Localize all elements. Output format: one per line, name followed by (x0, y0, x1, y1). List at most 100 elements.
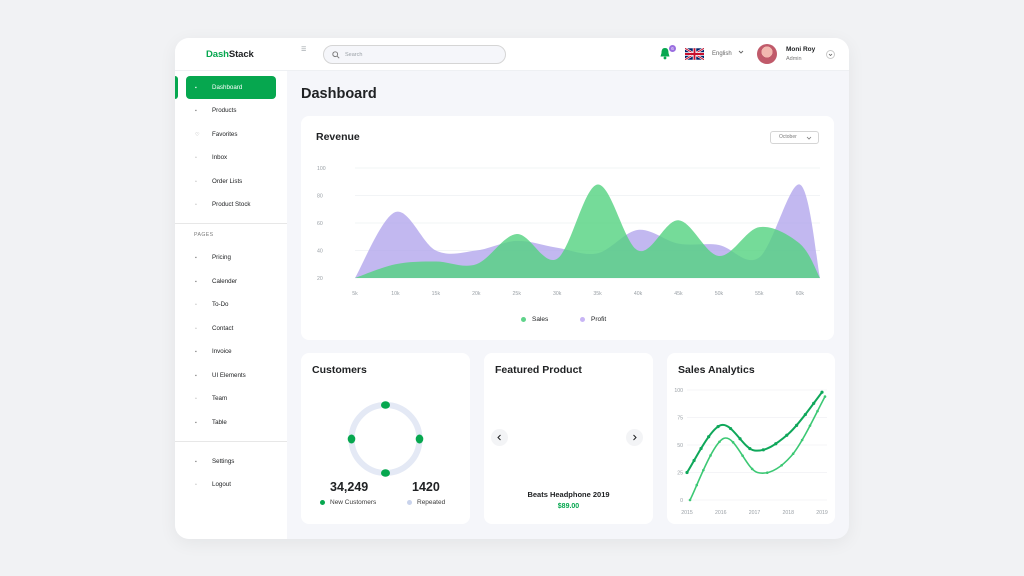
sidebar-divider (175, 223, 287, 224)
new-customers-dot (320, 500, 325, 505)
featured-product-card: Featured Product Beats Headphone 2019 $8… (484, 353, 653, 524)
next-product-button[interactable] (626, 429, 643, 446)
y-tick-label: 80 (317, 194, 323, 200)
sidebar-item-contact[interactable]: ▫ Contact (186, 317, 276, 340)
notification-badge: 6 (669, 45, 676, 52)
y-tick-label: 50 (677, 443, 683, 449)
grid-icon: ▪ (195, 84, 197, 91)
x-tick-label: 20k (472, 291, 481, 297)
sidebar-item-label: Logout (212, 481, 231, 488)
notification-bell[interactable]: 6 (659, 45, 676, 61)
app-logo[interactable]: DashStack (206, 49, 254, 60)
analytics-data-point (685, 470, 689, 475)
y-tick-label: 20 (317, 276, 323, 282)
sidebar-item-logout[interactable]: ▫ Logout (186, 473, 276, 496)
x-tick-label: 45k (674, 291, 683, 297)
user-menu-button[interactable] (826, 50, 835, 59)
legend-sales: Sales (521, 316, 548, 323)
analytics-data-point (707, 435, 711, 439)
analytics-data-point (791, 452, 795, 455)
sidebar-item-calender[interactable]: ▪ Calender (186, 270, 276, 293)
legend-profit-label: Profit (591, 316, 607, 323)
analytics-data-point (816, 409, 819, 413)
user-role: Admin (786, 56, 802, 62)
chevron-down-icon[interactable] (738, 49, 744, 55)
search-bar[interactable] (323, 45, 506, 64)
customers-title: Customers (312, 364, 367, 376)
sidebar-item-label: UI Elements (212, 372, 246, 379)
x-tick-label: 2015 (681, 510, 693, 516)
x-tick-label: 60k (796, 291, 805, 297)
sidebar-item-settings[interactable]: ▪ Settings (186, 450, 276, 473)
analytics-title: Sales Analytics (678, 364, 755, 376)
chevron-down-icon (828, 53, 833, 57)
message-icon: ▫ (195, 154, 197, 161)
analytics-data-point (688, 498, 692, 502)
sidebar-item-favorites[interactable]: ♡ Favorites (186, 123, 276, 146)
repeated-label: Repeated (417, 499, 446, 506)
analytics-data-point (729, 426, 733, 431)
bell-icon (660, 48, 670, 60)
sidebar-item-label: Invoice (212, 348, 232, 355)
analytics-data-point (823, 395, 827, 398)
ring-segment-marker (347, 434, 356, 444)
sidebar-item-products[interactable]: ▪ Products (186, 99, 276, 122)
new-customers-label: New Customers (330, 499, 377, 506)
sidebar-item-label: Order Lists (212, 178, 243, 185)
analytics-series-line (686, 391, 823, 474)
search-icon (332, 50, 340, 59)
analytics-series-line (689, 396, 826, 501)
calendar-icon: ▪ (195, 278, 197, 285)
power-icon: ▫ (195, 481, 197, 488)
team-icon: ▫ (195, 395, 197, 402)
cube-icon: ▪ (195, 107, 197, 114)
sidebar-item-table[interactable]: ▪ Table (186, 411, 276, 434)
sales-legend-dot (521, 317, 526, 322)
analytics-data-point (699, 446, 703, 451)
revenue-title: Revenue (316, 131, 360, 143)
todo-icon: ▫ (195, 301, 197, 308)
sidebar-item-inbox[interactable]: ▫ Inbox (186, 146, 276, 169)
analytics-data-point (738, 437, 742, 441)
sidebar-item-label: Team (212, 395, 228, 402)
analytics-data-point (718, 440, 721, 444)
avatar[interactable] (757, 44, 777, 64)
analytics-data-point (765, 471, 769, 475)
prev-product-button[interactable] (491, 429, 508, 446)
x-tick-label: 2017 (749, 510, 761, 516)
sidebar-item-order-lists[interactable]: ▫ Order Lists (186, 170, 276, 193)
repeated-legend: Repeated (407, 499, 445, 506)
y-tick-label: 60 (317, 221, 323, 227)
sidebar-item-ui-elements[interactable]: ▪ UI Elements (186, 364, 276, 387)
page-title: Dashboard (301, 86, 377, 102)
stock-icon: ▫ (195, 201, 197, 208)
sidebar-item-label: Product Stock (212, 201, 251, 208)
analytics-data-point (794, 423, 799, 427)
sidebar-item-todo[interactable]: ▫ To-Do (186, 293, 276, 316)
ring-segment-marker (381, 401, 390, 409)
legend-profit: Profit (580, 316, 606, 323)
sidebar-item-label: Favorites (212, 131, 238, 138)
sidebar-item-product-stock[interactable]: ▫ Product Stock (186, 193, 276, 216)
profit-legend-dot (580, 317, 585, 322)
month-select[interactable]: October (770, 131, 819, 144)
menu-toggle-icon[interactable]: ☰ (301, 47, 307, 53)
analytics-data-point (731, 441, 735, 444)
sidebar-item-pricing[interactable]: ▪ Pricing (186, 246, 276, 269)
analytics-data-point (748, 446, 752, 451)
sidebar-item-dashboard[interactable]: ▪ Dashboard (186, 76, 276, 99)
top-bar: DashStack ☰ 6 English Moni Roy Admin (175, 38, 849, 71)
search-input[interactable] (345, 51, 495, 58)
pages-section-label: PAGES (194, 232, 214, 238)
product-price: $89.00 (557, 503, 580, 510)
sidebar-item-team[interactable]: ▫ Team (186, 387, 276, 410)
uk-flag-icon[interactable] (685, 48, 704, 60)
language-selector[interactable]: English (712, 51, 732, 57)
y-tick-label: 75 (677, 416, 683, 422)
chevron-right-icon (633, 434, 637, 441)
sidebar: ▪ Dashboard ▪ Products ♡ Favorites ▫ Inbox ▫… (175, 71, 287, 539)
x-tick-label: 2018 (782, 510, 794, 516)
sales-analytics-chart: 0 25 50 75 100 2015 2016 2017 2018 2019 (674, 388, 828, 516)
analytics-data-point (803, 412, 807, 417)
sidebar-item-invoice[interactable]: ▪ Invoice (186, 340, 276, 363)
